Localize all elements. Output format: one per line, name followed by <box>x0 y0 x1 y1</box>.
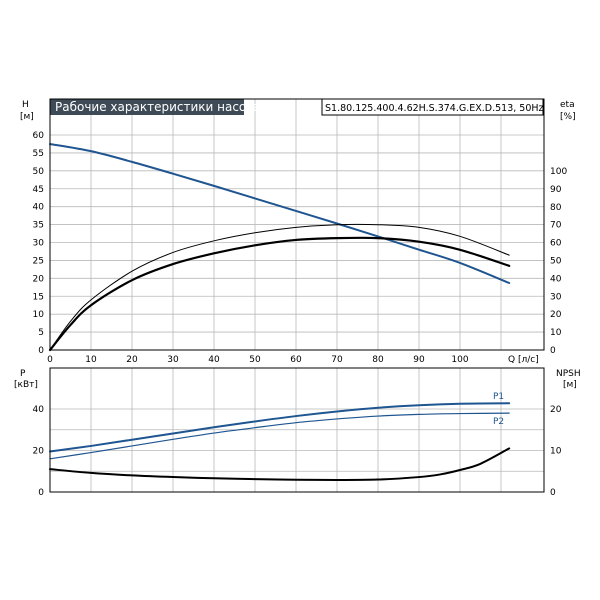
y-right-tick-label: 80 <box>550 203 562 213</box>
chart-title: Рабочие характеристики насоса <box>55 100 260 114</box>
x-tick-label: 70 <box>331 355 343 365</box>
top-plot-frame <box>49 98 545 351</box>
y-axis-unit-H: [м] <box>20 112 34 122</box>
y-axis-label-H: H <box>22 100 29 110</box>
series-line-0-0 <box>49 142 511 284</box>
y-right-tick-label: 100 <box>550 167 567 177</box>
y-axis-label-P: P <box>20 369 26 379</box>
title-box <box>50 99 244 115</box>
series-line-1-2 <box>49 447 511 481</box>
y-right-tick-label: 90 <box>550 185 562 195</box>
y-right-tick-label: 40 <box>550 274 562 284</box>
x-tick-label: 80 <box>372 355 384 365</box>
series-line-0-2 <box>48 236 511 352</box>
y-tick-label: 40 <box>33 203 45 213</box>
series-line-0-1 <box>49 223 510 351</box>
bottom-plot-frame <box>49 367 545 493</box>
y-right-tick-label: 60 <box>550 239 562 249</box>
y-tick-label: 55 <box>33 149 44 159</box>
grid <box>50 99 544 492</box>
y-axis-unit-eta: [%] <box>560 112 576 122</box>
y-tick-label: 30 <box>33 239 45 249</box>
y-axis-unit-NPSH: [м] <box>563 380 577 390</box>
x-axis-label-Q: Q [л/с] <box>508 355 539 365</box>
x-tick-label: 50 <box>249 355 261 365</box>
y-tick-label: 50 <box>33 167 45 177</box>
y-tick-label: 15 <box>33 292 44 302</box>
model-label: S1.80.125.400.4.62H.S.374.G.EX.D.513, 50… <box>325 103 544 114</box>
y-right-tick-label: 50 <box>550 257 562 267</box>
x-tick-label: 40 <box>208 355 220 365</box>
series-label-P2: P2 <box>493 417 504 427</box>
y-tick-label: 10 <box>33 310 45 320</box>
y-right-tick-label: 10 <box>550 328 562 338</box>
y-right-tick-label: 30 <box>550 292 562 302</box>
y-tick-label: 20 <box>33 274 45 284</box>
x-tick-label: 90 <box>413 355 425 365</box>
series <box>48 142 511 481</box>
y-axis-label-eta: eta <box>560 100 575 110</box>
x-tick-label: 30 <box>167 355 179 365</box>
x-tick-label: 100 <box>451 355 468 365</box>
y-axis-unit-P: [кВт] <box>14 380 38 390</box>
x-tick-label: 60 <box>290 355 302 365</box>
y-right-tick-label: 0 <box>550 346 556 356</box>
y-tick-label: 25 <box>33 256 44 266</box>
y-right-tick-label: 20 <box>550 405 562 415</box>
y-tick-label: 45 <box>33 185 44 195</box>
series-label-P1: P1 <box>493 392 504 402</box>
y-tick-label: 0 <box>38 488 44 498</box>
y-tick-label: 35 <box>33 221 44 231</box>
tick-labels: 0 5 10 15 20 25 30 35 40 45 50 55 60 0 10 20 30 40 50 60 70 8… <box>33 131 568 498</box>
y-tick-label: 20 <box>33 447 45 457</box>
x-tick-label: 10 <box>85 355 97 365</box>
y-tick-label: 5 <box>38 328 44 338</box>
y-tick-label: 60 <box>33 131 45 141</box>
y-right-tick-label: 10 <box>550 447 562 457</box>
y-tick-label: 0 <box>38 346 44 356</box>
y-right-tick-label: 20 <box>550 310 562 320</box>
series-line-1-0 <box>49 402 511 453</box>
x-tick-label: 0 <box>47 355 53 365</box>
x-tick-label: 20 <box>126 355 138 365</box>
y-axis-label-NPSH: NPSH <box>556 369 581 379</box>
y-right-tick-label: 0 <box>550 488 556 498</box>
y-right-tick-label: 70 <box>550 221 562 231</box>
y-tick-label: 40 <box>33 405 45 415</box>
series-line-1-1 <box>49 412 510 460</box>
